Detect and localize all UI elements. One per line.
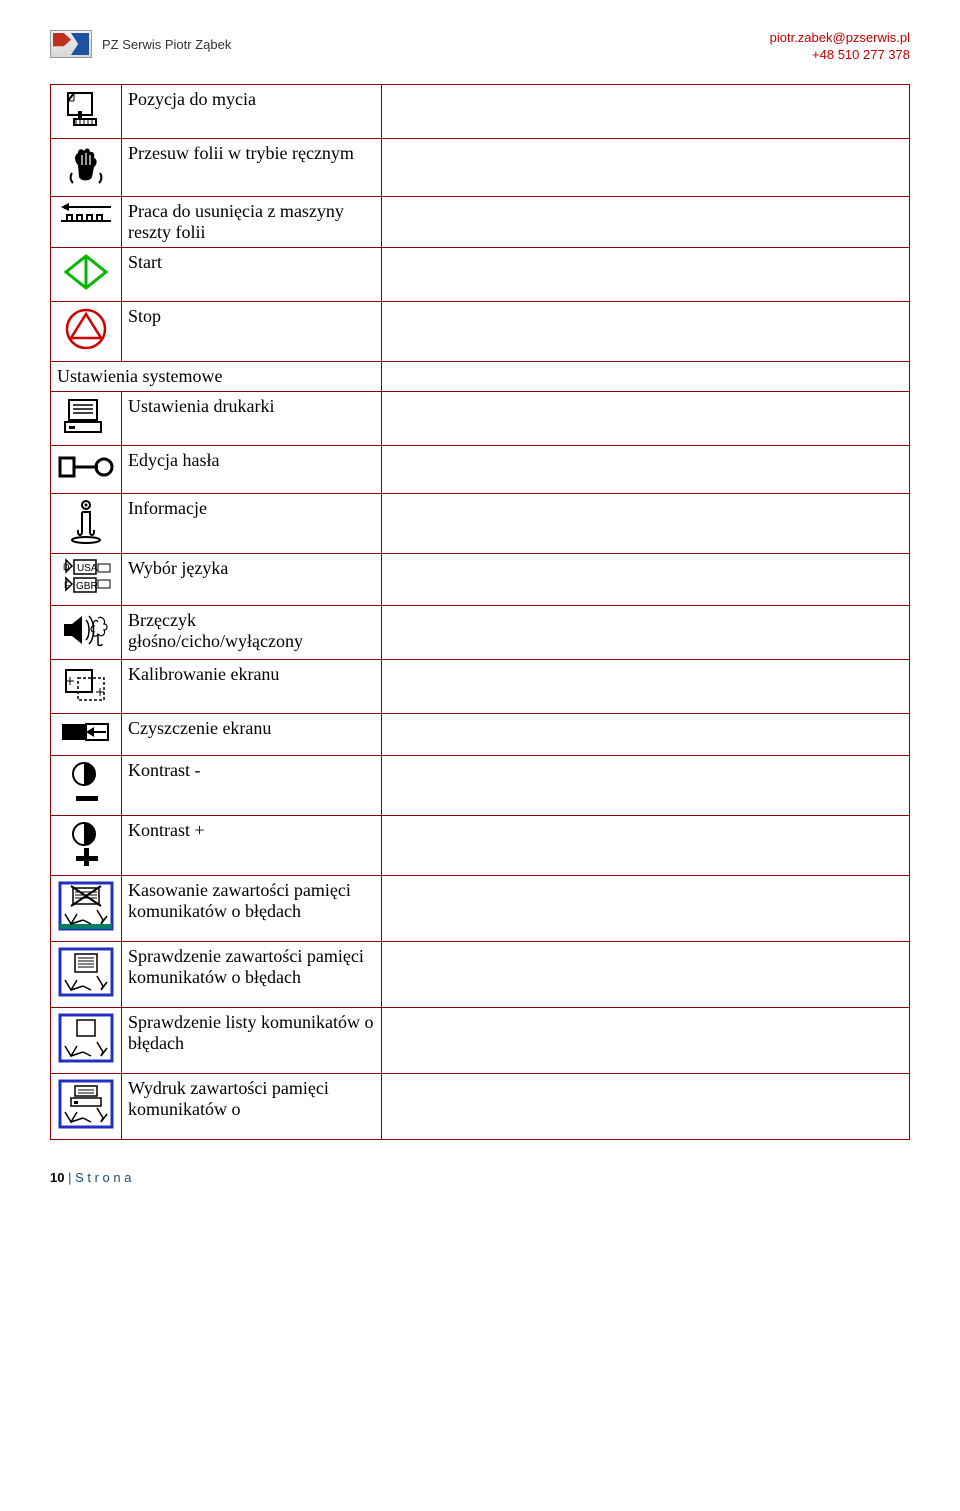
header-contact: piotr.zabek@pzserwis.pl +48 510 277 378 (770, 30, 910, 64)
svg-text:USA: USA (77, 563, 98, 574)
clear-screen-icon (60, 718, 112, 746)
row-empty (382, 875, 910, 941)
printer-settings-icon (63, 396, 109, 436)
row-label: Wydruk zawartości pamięci komunikatów o (128, 1078, 329, 1119)
contact-phone: +48 510 277 378 (770, 47, 910, 64)
row-label: Wybór języka (128, 558, 228, 578)
table-row: Kontrast - (51, 755, 910, 815)
table-row: Pozycja do mycia (51, 84, 910, 138)
row-empty (382, 247, 910, 301)
delete-errorlog-icon (57, 880, 115, 932)
stop-icon (63, 306, 109, 352)
contrast-plus-icon (66, 820, 106, 866)
row-empty (382, 445, 910, 493)
row-empty (382, 391, 910, 445)
hand-manual-icon (64, 143, 108, 187)
table-row: Kasowanie zawartości pamięci komunikatów… (51, 875, 910, 941)
page-header: PZ Serwis Piotr Ząbek piotr.zabek@pzserw… (50, 30, 910, 64)
table-row: Edycja hasła (51, 445, 910, 493)
table-row: Sprawdzenie zawartości pamięci komunikat… (51, 941, 910, 1007)
row-label: Kalibrowanie ekranu (128, 664, 279, 684)
row-empty (382, 605, 910, 659)
calibrate-screen-icon (62, 664, 110, 704)
row-label: Start (128, 252, 162, 272)
row-empty (382, 361, 910, 391)
row-label: Ustawienia drukarki (128, 396, 274, 416)
row-label: Kontrast + (128, 820, 205, 840)
table-row: Wydruk zawartości pamięci komunikatów o (51, 1073, 910, 1139)
contact-email: piotr.zabek@pzserwis.pl (770, 30, 910, 47)
row-empty (382, 815, 910, 875)
info-icon (68, 498, 104, 544)
page-sep: | (64, 1170, 75, 1185)
check-errorlist-icon (57, 1012, 115, 1064)
foil-remove-icon (59, 201, 113, 227)
row-label: Sprawdzenie listy komunikatów o błędach (128, 1012, 373, 1053)
row-empty (382, 941, 910, 1007)
row-empty (382, 713, 910, 755)
svg-text:F: F (64, 580, 70, 590)
table-row: Praca do usunięcia z maszyny reszty foli… (51, 196, 910, 247)
row-label: Czyszczenie ekranu (128, 718, 271, 738)
svg-text:GBR: GBR (76, 581, 98, 592)
page-number: 10 (50, 1170, 64, 1185)
row-empty (382, 1073, 910, 1139)
page-footer: 10 | S t r o n a (50, 1170, 910, 1185)
row-empty (382, 553, 910, 605)
wash-position-icon (64, 89, 108, 129)
table-row: Czyszczenie ekranu (51, 713, 910, 755)
icon-reference-table: Pozycja do mycia Przesuw folii w trybie … (50, 84, 910, 1140)
section-title: Ustawienia systemowe (57, 366, 222, 386)
table-row: Start (51, 247, 910, 301)
section-row: Ustawienia systemowe (51, 361, 910, 391)
row-label: Sprawdzenie zawartości pamięci komunikat… (128, 946, 364, 987)
row-label: Kontrast - (128, 760, 200, 780)
row-empty (382, 755, 910, 815)
row-empty (382, 301, 910, 361)
page-label: S t r o n a (75, 1170, 131, 1185)
check-errorlog-icon (57, 946, 115, 998)
row-label: Brzęczyk głośno/cicho/wyłączony (128, 610, 303, 651)
table-row: Informacje (51, 493, 910, 553)
row-label: Praca do usunięcia z maszyny reszty foli… (128, 201, 344, 242)
language-icon: USA GBR D F (60, 558, 112, 596)
contrast-minus-icon (66, 760, 106, 806)
print-errorlog-icon (57, 1078, 115, 1130)
row-empty (382, 84, 910, 138)
row-label: Stop (128, 306, 161, 326)
row-empty (382, 196, 910, 247)
row-empty (382, 1007, 910, 1073)
row-label: Przesuw folii w trybie ręcznym (128, 143, 354, 163)
table-row: Sprawdzenie listy komunikatów o błędach (51, 1007, 910, 1073)
table-row: Ustawienia drukarki (51, 391, 910, 445)
row-empty (382, 659, 910, 713)
logo-icon (50, 30, 92, 58)
row-label: Pozycja do mycia (128, 89, 256, 109)
buzzer-icon (62, 610, 110, 650)
start-icon (62, 252, 110, 292)
table-row: Brzęczyk głośno/cicho/wyłączony (51, 605, 910, 659)
row-label: Informacje (128, 498, 207, 518)
svg-text:D: D (63, 562, 70, 572)
table-row: Stop (51, 301, 910, 361)
table-row: Kontrast + (51, 815, 910, 875)
row-label: Edycja hasła (128, 450, 219, 470)
key-password-icon (58, 450, 114, 484)
company-name: PZ Serwis Piotr Ząbek (102, 37, 231, 52)
table-row: USA GBR D F Wybór języka (51, 553, 910, 605)
row-label: Kasowanie zawartości pamięci komunikatów… (128, 880, 351, 921)
table-row: Kalibrowanie ekranu (51, 659, 910, 713)
row-empty (382, 138, 910, 196)
table-row: Przesuw folii w trybie ręcznym (51, 138, 910, 196)
row-empty (382, 493, 910, 553)
